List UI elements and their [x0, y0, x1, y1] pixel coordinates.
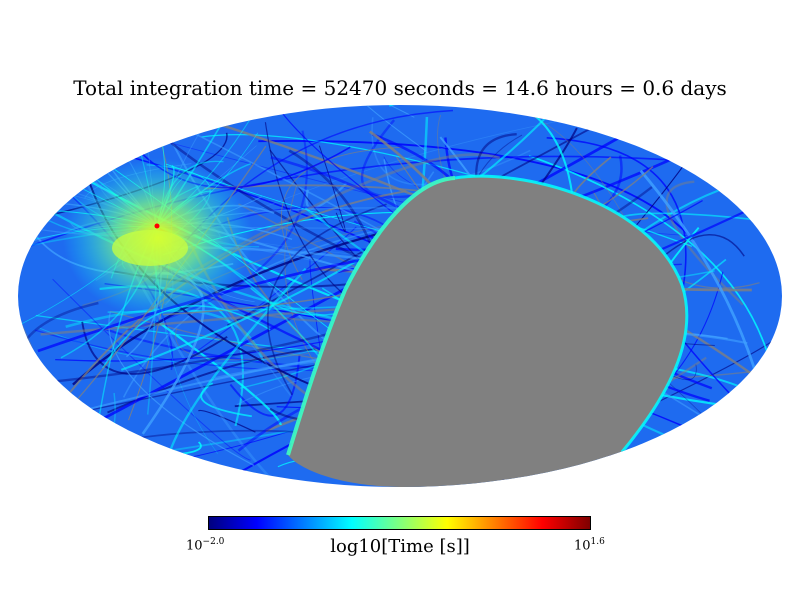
scan-streak — [175, 328, 308, 361]
scan-streak — [108, 311, 255, 466]
colorbar — [208, 516, 591, 530]
scan-streak — [198, 409, 256, 433]
colorbar-max-label: 101.6 — [574, 537, 605, 554]
colorbar-label: log10[Time [s]] — [330, 536, 470, 557]
unobserved-region — [288, 176, 687, 487]
hotspot — [154, 223, 160, 229]
scan-streak — [546, 137, 687, 323]
boundary-edge — [286, 176, 456, 456]
scan-streak — [721, 109, 760, 165]
scan-streak — [388, 105, 574, 196]
scan-streak — [224, 111, 609, 225]
scan-streak — [64, 105, 167, 122]
scan-streak — [356, 105, 427, 152]
scan-streak — [318, 145, 346, 232]
scan-streak — [267, 203, 387, 396]
scan-streak — [81, 321, 228, 375]
colorbar-min-label: 10−2.0 — [186, 537, 225, 554]
dense-region-core — [112, 230, 188, 266]
scan-streak — [20, 108, 71, 138]
boundary-edge-right — [454, 174, 689, 453]
scan-streak — [155, 319, 282, 426]
scan-streak — [229, 355, 301, 417]
scan-streak — [660, 234, 745, 259]
plot-title: Total integration time = 52470 seconds =… — [73, 76, 727, 100]
